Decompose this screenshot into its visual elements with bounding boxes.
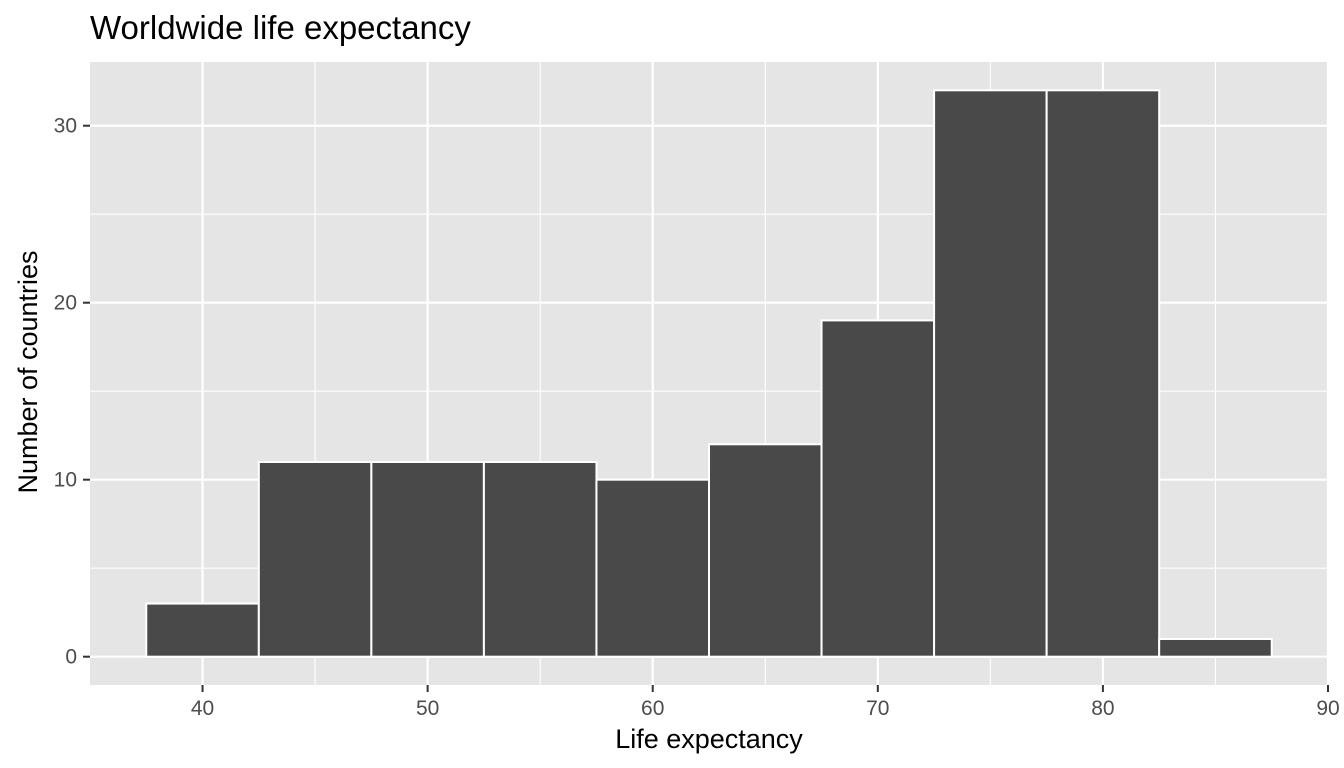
y-tick-label: 10	[54, 469, 77, 492]
x-tick-label: 80	[1091, 697, 1114, 720]
x-tick-label: 40	[191, 697, 214, 720]
histogram-bar	[257, 460, 373, 658]
histogram-bar	[370, 460, 485, 658]
chart-title: Worldwide life expectancy	[90, 9, 471, 46]
y-tick-label: 30	[54, 115, 77, 138]
axes: 40 50 60 70 80 90 0 10 20 30	[54, 115, 1340, 720]
x-tick-label: 70	[866, 697, 889, 720]
x-axis-title: Life expectancy	[615, 724, 803, 754]
histogram-bar	[1158, 637, 1273, 658]
x-tick-label: 90	[1316, 697, 1339, 720]
x-tick-label: 60	[641, 697, 664, 720]
bars	[145, 89, 1273, 658]
y-tick-label: 0	[65, 646, 77, 669]
histogram-bar	[820, 319, 936, 658]
histogram-bar	[1045, 89, 1161, 658]
histogram-bar	[933, 89, 1048, 658]
y-tick-label: 20	[54, 292, 77, 315]
y-axis-title: Number of countries	[13, 250, 43, 493]
histogram-bar	[482, 460, 598, 658]
histogram-bar	[708, 443, 823, 658]
histogram-bar	[595, 478, 710, 658]
x-tick-label: 50	[416, 697, 439, 720]
histogram-bar	[145, 602, 260, 658]
